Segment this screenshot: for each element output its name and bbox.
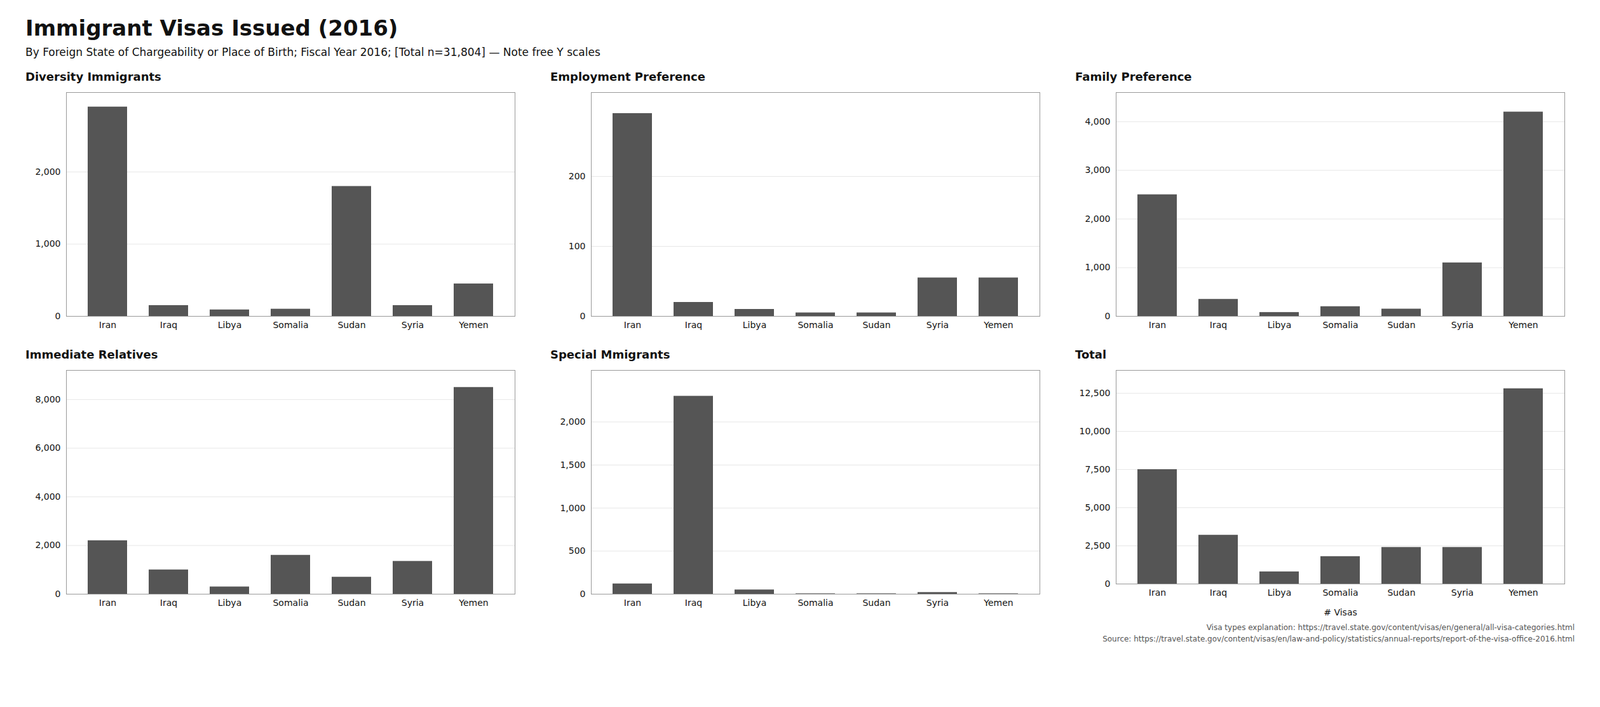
svg-text:100: 100 xyxy=(568,240,586,251)
svg-text:# Visas: # Visas xyxy=(1323,606,1358,617)
html-text:Employment Preference: Employment Preference xyxy=(550,69,706,84)
html-text:By Foreign State of Chargeabil: By Foreign State of Chargeability or Pla… xyxy=(25,45,601,59)
svg-text:Somalia: Somalia xyxy=(272,319,309,330)
svg-text:Iraq: Iraq xyxy=(684,597,703,608)
svg-text:5,000: 5,000 xyxy=(1084,501,1111,513)
svg-text:Somalia: Somalia xyxy=(797,597,834,608)
svg-text:4,000: 4,000 xyxy=(1084,116,1111,127)
svg-text:Yemen: Yemen xyxy=(458,597,489,608)
svg-text:Somalia: Somalia xyxy=(272,597,309,608)
html-text:Immediate Relatives: Immediate Relatives xyxy=(25,347,158,361)
svg-text:Syria: Syria xyxy=(926,597,949,608)
svg-text:Iran: Iran xyxy=(1148,319,1167,330)
html-text:Source: https://travel.state.g: Source: https://travel.state.gov/content… xyxy=(1102,634,1575,644)
svg-text:Sudan: Sudan xyxy=(862,597,891,608)
svg-text:Somalia: Somalia xyxy=(1322,587,1358,598)
svg-text:Libya: Libya xyxy=(742,597,767,608)
svg-text:Sudan: Sudan xyxy=(1387,587,1416,598)
svg-text:0: 0 xyxy=(580,310,586,321)
svg-text:0: 0 xyxy=(1105,310,1111,321)
html-text:Family Preference: Family Preference xyxy=(1075,69,1192,84)
svg-text:1,000: 1,000 xyxy=(559,502,586,513)
svg-text:Iraq: Iraq xyxy=(684,319,703,330)
svg-text:3,000: 3,000 xyxy=(1084,164,1111,175)
svg-text:7,500: 7,500 xyxy=(1084,463,1111,475)
svg-text:1,000: 1,000 xyxy=(34,238,61,249)
svg-text:Libya: Libya xyxy=(1267,319,1292,330)
svg-text:1,000: 1,000 xyxy=(1084,261,1111,272)
svg-text:2,000: 2,000 xyxy=(1084,213,1111,224)
html-text:Diversity Immigrants: Diversity Immigrants xyxy=(25,69,162,84)
svg-text:6,000: 6,000 xyxy=(34,442,61,453)
svg-text:Iran: Iran xyxy=(623,319,642,330)
svg-text:Yemen: Yemen xyxy=(983,597,1013,608)
svg-text:Iran: Iran xyxy=(99,597,117,608)
svg-text:Sudan: Sudan xyxy=(1387,319,1416,330)
svg-text:Syria: Syria xyxy=(1451,587,1474,598)
svg-text:1,500: 1,500 xyxy=(559,459,586,470)
svg-text:Iran: Iran xyxy=(99,319,117,330)
svg-text:Iran: Iran xyxy=(1148,587,1167,598)
svg-text:Yemen: Yemen xyxy=(1507,319,1538,330)
svg-text:4,000: 4,000 xyxy=(34,491,61,502)
svg-text:Syria: Syria xyxy=(401,319,424,330)
svg-text:Yemen: Yemen xyxy=(983,319,1013,330)
svg-text:Yemen: Yemen xyxy=(1507,587,1538,598)
svg-text:Syria: Syria xyxy=(926,319,949,330)
svg-text:Somalia: Somalia xyxy=(1322,319,1358,330)
svg-text:Yemen: Yemen xyxy=(458,319,489,330)
svg-text:Iraq: Iraq xyxy=(1209,587,1228,598)
svg-text:Sudan: Sudan xyxy=(337,597,366,608)
svg-text:10,000: 10,000 xyxy=(1079,425,1111,436)
svg-text:8,000: 8,000 xyxy=(34,393,61,405)
svg-text:Iraq: Iraq xyxy=(160,597,178,608)
svg-text:Syria: Syria xyxy=(401,597,424,608)
svg-text:200: 200 xyxy=(568,170,586,182)
svg-text:0: 0 xyxy=(1105,578,1111,589)
svg-text:Iraq: Iraq xyxy=(160,319,178,330)
svg-text:Libya: Libya xyxy=(217,597,242,608)
svg-text:Iraq: Iraq xyxy=(1209,319,1228,330)
svg-text:12,500: 12,500 xyxy=(1079,387,1111,398)
svg-text:Sudan: Sudan xyxy=(862,319,891,330)
svg-text:0: 0 xyxy=(55,588,62,599)
svg-text:Libya: Libya xyxy=(742,319,767,330)
svg-text:2,000: 2,000 xyxy=(34,166,61,177)
svg-text:2,500: 2,500 xyxy=(1084,540,1111,551)
html-text:Immigrant Visas Issued (2016): Immigrant Visas Issued (2016) xyxy=(25,15,399,41)
svg-text:500: 500 xyxy=(568,545,586,556)
svg-text:Iran: Iran xyxy=(623,597,642,608)
svg-text:Syria: Syria xyxy=(1451,319,1474,330)
svg-text:Libya: Libya xyxy=(217,319,242,330)
svg-text:0: 0 xyxy=(55,310,62,321)
html-text:Visa types explanation: https:: Visa types explanation: https://travel.s… xyxy=(1206,622,1575,632)
svg-text:Somalia: Somalia xyxy=(797,319,834,330)
svg-text:0: 0 xyxy=(580,588,586,599)
html-text:Total: Total xyxy=(1075,347,1107,361)
svg-text:2,000: 2,000 xyxy=(34,539,61,550)
svg-text:Sudan: Sudan xyxy=(337,319,366,330)
svg-text:Libya: Libya xyxy=(1267,587,1292,598)
svg-text:2,000: 2,000 xyxy=(559,416,586,427)
html-text:Special Mmigrants: Special Mmigrants xyxy=(550,347,670,361)
